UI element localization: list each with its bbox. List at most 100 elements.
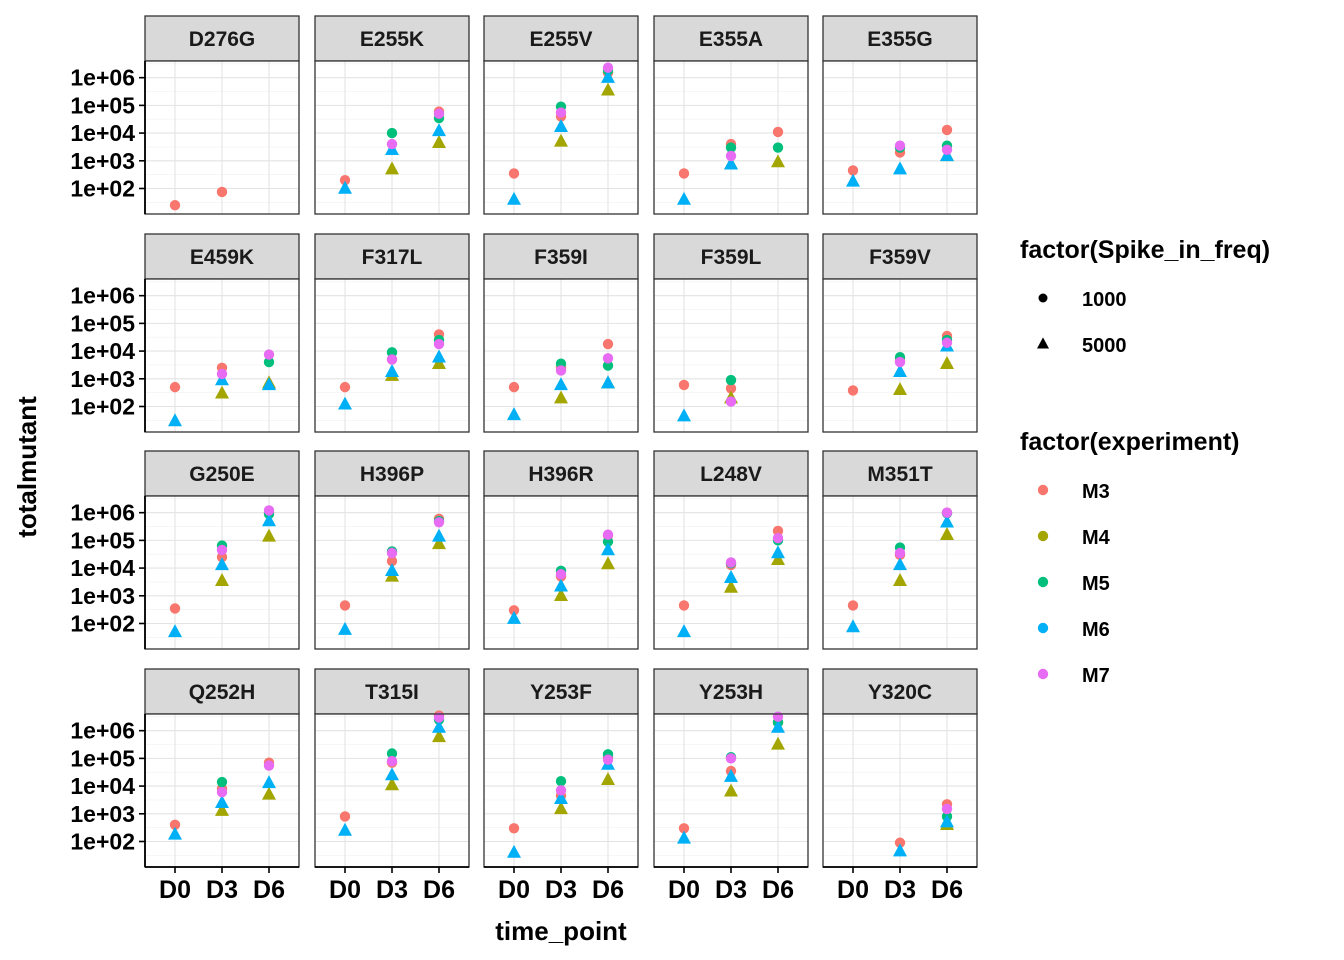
x-tick-label: D3: [376, 876, 408, 904]
facet-strip-label: D276G: [189, 28, 256, 51]
facet-strip-label: F359L: [701, 246, 762, 269]
data-point: [601, 375, 615, 389]
data-point: [555, 785, 567, 796]
data-point: [725, 374, 737, 386]
y-tick-label: 1e+04: [70, 120, 135, 146]
data-point: [555, 776, 567, 787]
data-point: [433, 517, 445, 528]
panel-border: [653, 495, 809, 650]
facet-strip: [144, 233, 300, 280]
panel-border: [822, 495, 978, 650]
panel-border: [314, 495, 470, 650]
x-tick-label: D3: [715, 876, 747, 904]
data-point: [725, 150, 737, 162]
data-point: [554, 133, 568, 147]
data-point: [508, 168, 520, 179]
legend-color-label: M6: [1082, 619, 1110, 641]
facet-strip-label: E355G: [867, 28, 932, 51]
facet-panel-e355g: E355G: [822, 15, 978, 215]
facet-strip: [822, 668, 978, 715]
data-point: [554, 578, 568, 592]
x-tick-label: D0: [498, 876, 530, 904]
panel-border: [483, 278, 639, 433]
data-point: [771, 719, 785, 733]
data-point: [386, 127, 398, 139]
data-point: [262, 786, 276, 800]
data-point: [940, 514, 954, 528]
data-point: [432, 729, 446, 743]
data-point: [216, 787, 228, 798]
data-point: [339, 381, 351, 393]
data-point: [554, 119, 568, 132]
data-point: [385, 161, 399, 175]
x-tick-label: D3: [545, 876, 577, 904]
data-point: [169, 381, 181, 393]
y-tick-label: 1e+06: [70, 500, 135, 526]
y-tick-label: 1e+04: [70, 555, 135, 581]
facet-panel-h396r: H396R: [483, 450, 639, 650]
facet-strip-label: E459K: [190, 246, 254, 269]
y-tick-label: 1e+02: [70, 610, 135, 636]
data-point: [215, 795, 229, 809]
data-point: [941, 144, 953, 155]
data-point: [386, 547, 398, 559]
data-point: [940, 527, 954, 540]
y-tick-label: 1e+05: [70, 310, 135, 336]
data-point: [602, 62, 614, 73]
y-tick-label: 1e+04: [70, 338, 135, 364]
data-point: [508, 605, 520, 616]
data-point: [386, 138, 398, 150]
data-point: [385, 364, 399, 377]
x-tick-label: D3: [206, 876, 238, 904]
data-point: [894, 837, 906, 848]
data-point: [940, 356, 954, 369]
y-tick-label: 1e+06: [70, 283, 135, 309]
data-point: [554, 377, 568, 391]
data-point: [432, 123, 446, 137]
legend-color-title: factor(experiment): [1020, 428, 1240, 456]
data-point: [601, 82, 615, 96]
facet-strip-label: G250E: [189, 463, 254, 486]
facet-panel-f359i: F359I: [483, 233, 639, 433]
data-point: [602, 529, 614, 540]
facet-strip: [653, 15, 809, 62]
data-point: [677, 830, 691, 844]
facet-strip-label: H396R: [528, 463, 593, 486]
data-point: [385, 563, 399, 577]
panel-border: [314, 60, 470, 215]
data-point: [432, 349, 446, 363]
x-tick-label: D0: [837, 876, 869, 904]
data-point: [724, 783, 738, 797]
data-point: [339, 174, 351, 186]
data-point: [941, 507, 953, 518]
data-point: [216, 186, 228, 198]
data-point: [216, 368, 228, 380]
data-point: [554, 390, 568, 404]
data-point: [385, 777, 399, 791]
x-tick-label: D3: [884, 876, 916, 904]
data-point: [771, 154, 785, 168]
data-point: [725, 753, 737, 764]
data-point: [601, 556, 615, 570]
facet-strip: [483, 668, 639, 715]
data-point: [724, 569, 738, 583]
data-point: [724, 156, 738, 170]
facet-panel-e255k: E255K: [314, 15, 470, 215]
facet-panel-l248v: L248V: [653, 450, 809, 650]
facet-panel-h396p: H396P: [314, 450, 470, 650]
data-point: [385, 767, 399, 781]
y-tick-label: 1e+03: [70, 801, 135, 827]
legend-key-color: [1037, 622, 1049, 634]
facet-panel-e255v: E255V: [483, 15, 639, 215]
data-point: [215, 557, 229, 571]
data-point: [433, 338, 445, 350]
data-point: [893, 161, 907, 175]
data-point: [555, 569, 567, 580]
data-point: [555, 365, 567, 376]
data-point: [338, 180, 352, 194]
x-tick-label: D6: [423, 876, 455, 904]
data-point: [847, 385, 859, 396]
x-axis-title: time_point: [495, 916, 627, 946]
y-tick-label: 1e+03: [70, 148, 135, 174]
